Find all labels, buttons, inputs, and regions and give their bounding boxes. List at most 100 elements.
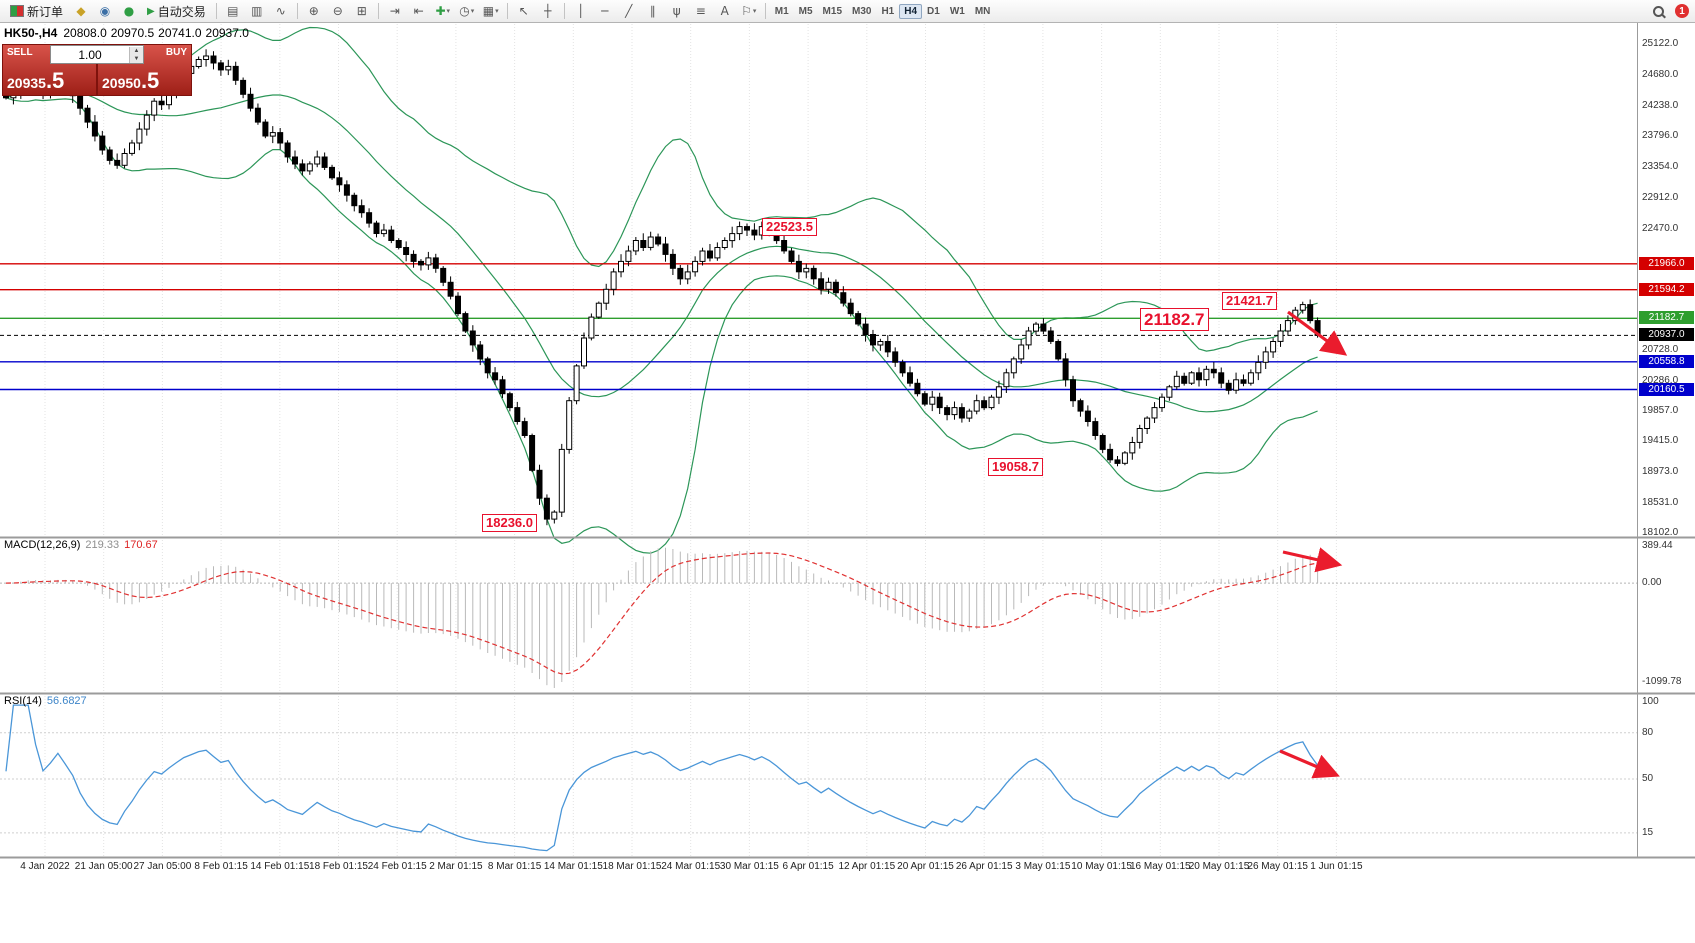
horizontal-line-icon[interactable]: ─ — [593, 1, 617, 21]
magnifier-icon — [1652, 5, 1664, 17]
new-order-button[interactable]: 新订单 — [4, 1, 69, 21]
timeframe-m1[interactable]: M1 — [774, 5, 789, 17]
auto-scroll-icon[interactable]: ⇥ — [383, 1, 407, 21]
profile-icon: ◉ — [99, 4, 111, 18]
candlestick-chart-icon[interactable]: ▥ — [245, 1, 269, 21]
timeframe-h1[interactable]: H1 — [881, 5, 895, 17]
fibonacci-icon[interactable]: ≡ — [689, 1, 713, 21]
trend-arrow[interactable] — [1282, 547, 1343, 573]
pitchfork-icon: ψ — [672, 4, 681, 18]
chart-header: HK50-,H4 20808.0 20970.5 20741.0 20937.0 — [4, 26, 253, 40]
toolbar: 新订单 ◆ ◉ ● ▶ 自动交易 ▤ ▥ ∿ ⊕ ⊖ ⊞ ⇥ ⇤ ✚ ▾ ◷ ▾ ▦ ▾ ↖ ┼ │ ─ ╱ ∥ ψ ≡ A ⚐ ▾… — [0, 0, 1695, 23]
line-chart-icon: ∿ — [275, 4, 286, 18]
volume-input[interactable] — [51, 46, 129, 63]
auto-trading-icon: ▶ — [147, 5, 155, 17]
macd-main-value: 219.33 — [85, 539, 120, 551]
timeframe-d1[interactable]: D1 — [927, 5, 940, 17]
text-icon[interactable]: A — [713, 1, 737, 21]
crosshair-icon[interactable]: ┼ — [536, 1, 560, 21]
symbol-period: HK50-,H4 — [4, 26, 58, 40]
trend-arrow[interactable] — [1287, 310, 1348, 356]
news-icon: ● — [123, 4, 135, 18]
channel-icon[interactable]: ∥ — [641, 1, 665, 21]
auto-trading-button[interactable]: ▶ 自动交易 — [141, 1, 212, 21]
rsi-line — [5, 704, 1319, 852]
cursor-icon[interactable]: ↖ — [512, 1, 536, 21]
search-icon[interactable] — [1646, 1, 1670, 21]
bar-chart-icon[interactable]: ▤ — [221, 1, 245, 21]
channel-icon: ∥ — [649, 4, 656, 18]
rsi-header: RSI(14) 56.6827 — [4, 695, 87, 707]
shapes-icon: ⚐ — [741, 4, 752, 18]
pitchfork-icon[interactable]: ψ — [665, 1, 689, 21]
auto-trading-label: 自动交易 — [157, 4, 206, 19]
volume-up-button[interactable]: ▲ — [130, 46, 143, 55]
timeframe-h4[interactable]: H4 — [899, 3, 923, 19]
rsi-label: RSI(14) — [4, 695, 42, 707]
profile-icon[interactable]: ◉ — [93, 1, 117, 21]
indicators-icon: ✚ — [435, 4, 446, 18]
chevron-down-icon: ▾ — [495, 7, 499, 15]
tile-windows-icon[interactable]: ⊞ — [350, 1, 374, 21]
macd-signal-value: 170.67 — [124, 539, 158, 551]
trend-arrow[interactable] — [1279, 749, 1340, 779]
macd-signal-line — [5, 552, 1318, 675]
zoom-out-icon: ⊖ — [332, 4, 343, 18]
new-order-icon — [10, 5, 24, 17]
periods-icon[interactable]: ◷ ▾ — [455, 1, 479, 21]
indicators-icon[interactable]: ✚ ▾ — [431, 1, 455, 21]
volume-stepper: ▲ ▼ — [50, 45, 144, 64]
open-value: 20808.0 — [63, 26, 107, 40]
zoom-in-icon[interactable]: ⊕ — [302, 1, 326, 21]
shapes-icon[interactable]: ⚐ ▾ — [737, 1, 761, 21]
zoom-in-icon: ⊕ — [308, 4, 319, 18]
chevron-down-icon: ▾ — [470, 7, 475, 15]
chart-shift-icon: ⇤ — [413, 4, 424, 18]
bollinger-upper — [5, 26, 1318, 352]
fibonacci-icon: ≡ — [695, 4, 706, 18]
candles-layer — [3, 49, 1321, 526]
zoom-out-icon[interactable]: ⊖ — [326, 1, 350, 21]
crosshair-icon: ┼ — [544, 4, 552, 18]
chevron-down-icon: ▾ — [752, 7, 757, 15]
chevron-down-icon: ▾ — [446, 7, 451, 15]
macd-header: MACD(12,26,9) 219.33 170.67 — [4, 539, 158, 551]
chart-shift-icon[interactable]: ⇤ — [407, 1, 431, 21]
bollinger-middle — [5, 89, 1318, 413]
buy-price: 20950.5 — [102, 68, 160, 93]
bollinger-lower — [5, 97, 1318, 554]
macd-histogram — [12, 547, 1319, 688]
templates-icon: ▦ — [482, 4, 495, 18]
horizontal-line-icon: ─ — [601, 4, 609, 18]
timeframe-mn[interactable]: MN — [974, 5, 991, 17]
trendline-icon: ╱ — [625, 4, 633, 18]
vertical-line-icon[interactable]: │ — [569, 1, 593, 21]
volume-down-button[interactable]: ▼ — [130, 54, 143, 63]
market-icon: ◆ — [76, 4, 86, 18]
sell-label: SELL — [7, 47, 33, 58]
rsi-value: 56.6827 — [46, 695, 87, 707]
timeframe-m5[interactable]: M5 — [798, 5, 813, 17]
candlestick-chart-icon: ▥ — [251, 4, 263, 18]
notification-badge[interactable]: 1 — [1675, 4, 1689, 18]
line-chart-icon[interactable]: ∿ — [269, 1, 293, 21]
buy-label: BUY — [165, 47, 187, 58]
timeframe-m30[interactable]: M30 — [852, 5, 872, 17]
text-icon: A — [720, 4, 729, 18]
high-value: 20970.5 — [110, 26, 155, 40]
vertical-line-icon: │ — [577, 4, 585, 18]
news-icon[interactable]: ● — [117, 1, 141, 21]
auto-scroll-icon: ⇥ — [389, 4, 400, 18]
timeframe-w1[interactable]: W1 — [949, 5, 965, 17]
one-click-trading-panel: SELL 20935.5 BUY 20950.5 ▲ ▼ — [2, 44, 192, 96]
trendline-icon[interactable]: ╱ — [617, 1, 641, 21]
timeframe-m15[interactable]: M15 — [822, 5, 842, 17]
macd-label: MACD(12,26,9) — [4, 539, 81, 551]
bar-chart-icon: ▤ — [227, 4, 239, 18]
cursor-icon: ↖ — [518, 4, 529, 18]
new-order-label: 新订单 — [27, 4, 64, 19]
market-icon[interactable]: ◆ — [69, 1, 93, 21]
templates-icon[interactable]: ▦ ▾ — [479, 1, 503, 21]
